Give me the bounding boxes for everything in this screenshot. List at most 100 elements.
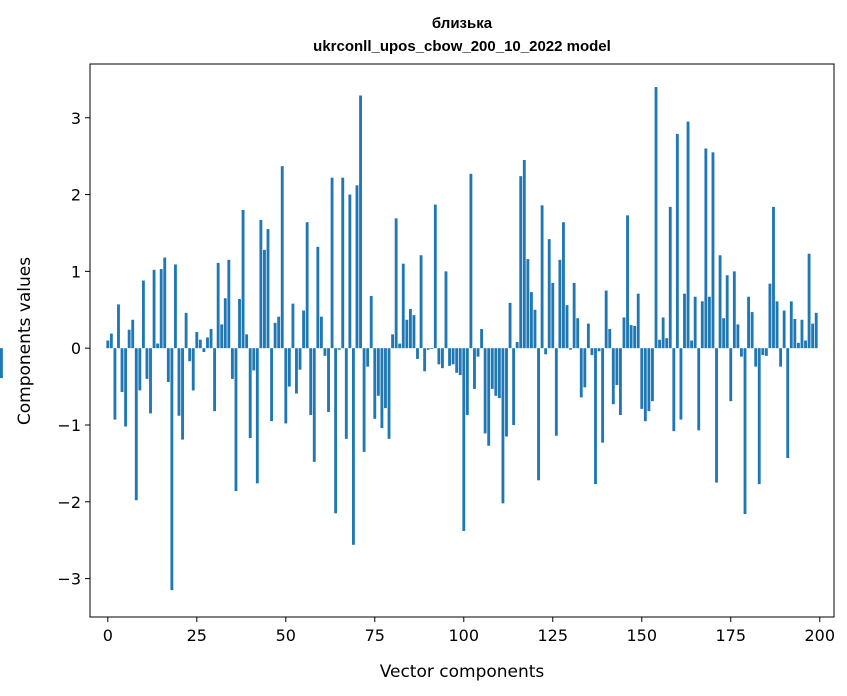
bar <box>270 348 273 422</box>
bar <box>284 348 288 424</box>
bar <box>295 348 298 394</box>
bar <box>576 318 580 349</box>
x-tick-label: 75 <box>365 626 385 645</box>
bar <box>273 322 277 349</box>
bar <box>159 269 163 349</box>
bar <box>786 348 790 459</box>
bar <box>376 348 380 396</box>
bar <box>547 239 551 349</box>
bar <box>259 219 263 349</box>
bar <box>448 348 451 366</box>
bar <box>455 348 459 373</box>
bar <box>473 348 476 389</box>
chart-title-line1: близька <box>432 15 493 32</box>
bar <box>622 317 626 349</box>
bar <box>152 269 156 349</box>
bar <box>352 348 355 545</box>
bar <box>636 293 640 349</box>
bar <box>263 249 266 349</box>
bar <box>113 348 117 420</box>
bar <box>398 343 402 349</box>
bar <box>658 339 661 349</box>
bar <box>704 148 708 349</box>
bar <box>145 348 149 379</box>
bar <box>426 348 430 350</box>
bar <box>597 348 601 352</box>
bar <box>387 348 391 439</box>
bar <box>355 185 359 349</box>
bar <box>754 348 758 367</box>
bar <box>494 348 498 396</box>
bar <box>629 325 633 349</box>
bar <box>149 348 152 414</box>
x-tick-label: 50 <box>276 626 296 645</box>
plot-frame <box>89 63 835 618</box>
bar <box>131 319 135 349</box>
bar <box>512 348 516 425</box>
bar <box>462 348 466 531</box>
bar <box>305 222 309 349</box>
bar <box>298 348 302 370</box>
bar <box>476 348 480 357</box>
bar <box>170 348 174 591</box>
bar <box>245 334 249 349</box>
bar <box>359 95 362 349</box>
bar <box>458 348 462 376</box>
bar <box>198 339 202 349</box>
bar <box>633 325 637 349</box>
bar <box>0 348 3 379</box>
bar <box>191 348 195 391</box>
bar <box>213 348 217 412</box>
bar <box>120 348 124 392</box>
bar <box>177 348 181 416</box>
bar <box>480 328 484 349</box>
bar <box>209 328 213 349</box>
bar <box>384 348 387 409</box>
bar <box>401 263 405 349</box>
bar <box>223 298 227 349</box>
bar <box>732 271 736 349</box>
bar <box>117 304 120 349</box>
bar <box>416 348 419 359</box>
bar <box>729 348 733 402</box>
bar <box>811 323 815 349</box>
bar <box>693 296 697 349</box>
bar <box>740 348 743 357</box>
bar <box>362 348 366 452</box>
bar <box>287 348 291 387</box>
x-axis-label: Vector components <box>380 662 545 682</box>
bar <box>174 264 177 349</box>
bar <box>807 253 811 349</box>
bar <box>686 121 690 349</box>
bar <box>611 348 615 405</box>
bar <box>124 348 128 427</box>
bar <box>319 316 323 349</box>
bar <box>782 310 786 349</box>
x-tick-label: 25 <box>187 626 207 645</box>
bar <box>330 177 334 349</box>
bar <box>490 348 494 389</box>
bar <box>255 348 259 484</box>
bar <box>775 301 779 349</box>
bar <box>715 348 718 483</box>
y-tick-label: −2 <box>57 493 81 512</box>
bar <box>344 348 348 439</box>
bar <box>679 348 683 420</box>
bar <box>551 282 555 349</box>
bar <box>654 87 658 349</box>
bar <box>690 340 694 349</box>
bar <box>497 348 501 399</box>
bar <box>761 348 765 356</box>
bar <box>779 348 783 367</box>
bar <box>615 348 619 386</box>
bar <box>433 204 437 349</box>
bar <box>238 299 241 349</box>
bar <box>373 348 377 419</box>
y-tick-label: 1 <box>71 262 81 281</box>
bar <box>522 160 526 349</box>
bar <box>501 348 505 504</box>
bar <box>277 316 281 349</box>
y-axis-ticks: −3 −2 −1 0 1 2 3 <box>57 109 90 589</box>
bar <box>586 323 590 349</box>
